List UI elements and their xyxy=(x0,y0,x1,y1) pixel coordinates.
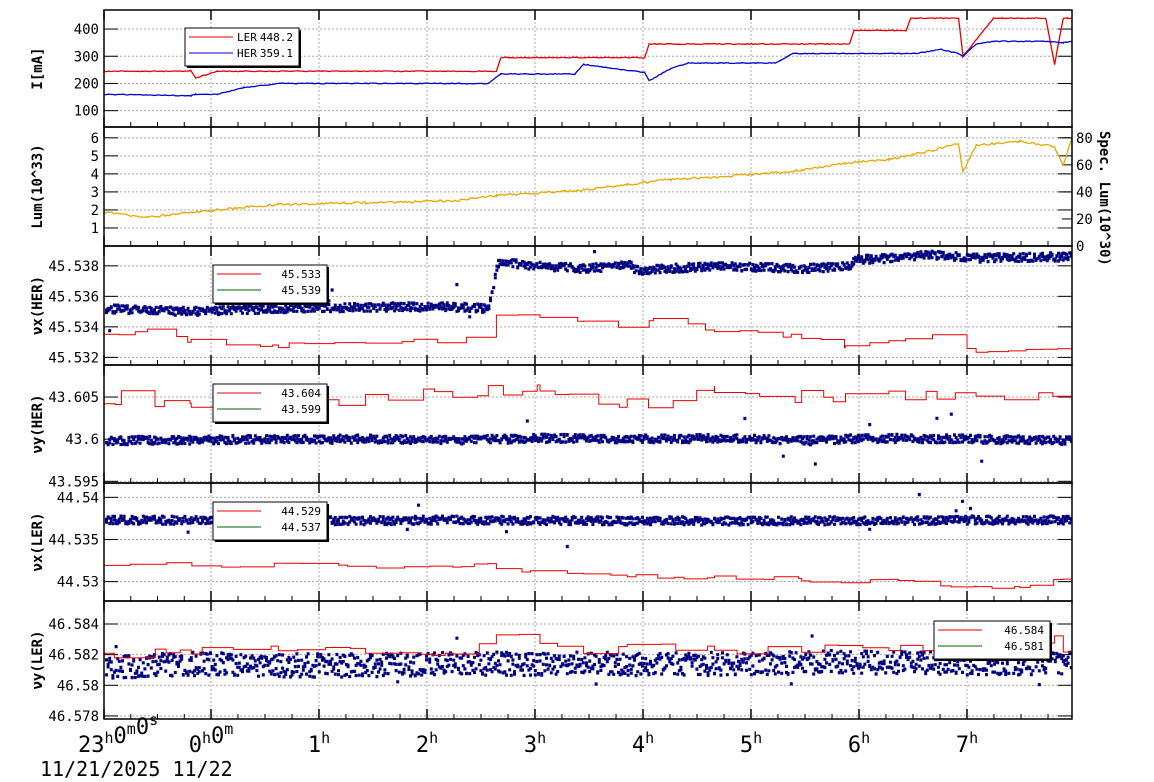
y-tick-label: 2 xyxy=(91,203,99,219)
legend-box xyxy=(184,27,300,67)
x-tick-label: 0h0m xyxy=(189,720,234,758)
tune-points xyxy=(105,249,1072,333)
y2-tick-label: 20 xyxy=(1076,212,1093,228)
x-tick-label: 7h xyxy=(956,729,978,758)
y-tick-label: 3 xyxy=(91,185,99,201)
series-line-Lum xyxy=(104,138,1072,219)
x-date-label: 11/21/2025 11/22 xyxy=(40,757,233,781)
legend-value: 43.604 xyxy=(281,387,321,400)
y2-tick-label: 60 xyxy=(1076,158,1093,174)
legend-value: 46.581 xyxy=(1004,640,1044,653)
y-axis-label: νy(HER) xyxy=(30,394,46,453)
legend-value: 44.537 xyxy=(281,521,321,534)
legend-value: 359.1 xyxy=(260,47,293,60)
legend-box xyxy=(212,264,328,304)
y-tick-label: 6 xyxy=(91,131,99,147)
y-tick-label: 100 xyxy=(74,104,99,120)
y-tick-label: 46.582 xyxy=(48,648,99,664)
legend-value: 448.2 xyxy=(260,31,293,44)
y-tick-label: 45.536 xyxy=(48,289,99,305)
y-tick-label: 200 xyxy=(74,76,99,92)
y2-axis-label: Spec. Lum(10^30) xyxy=(1096,131,1112,266)
y-tick-label: 46.58 xyxy=(57,678,99,694)
x-tick-label: 1h xyxy=(308,729,330,758)
y-tick-label: 5 xyxy=(91,149,99,165)
legend: 43.604 43.599 xyxy=(212,383,329,424)
y-axis-label: I[mA] xyxy=(30,47,46,89)
y-tick-label: 46.578 xyxy=(48,709,99,725)
legend: 45.533 45.539 xyxy=(212,264,329,305)
step-line xyxy=(104,562,1072,589)
y-tick-label: 300 xyxy=(74,49,99,65)
legend: 46.584 46.581 xyxy=(933,620,1052,661)
y-tick-label: 44.535 xyxy=(48,532,99,548)
y-tick-label: 46.584 xyxy=(48,617,99,633)
series-line-HER xyxy=(104,40,1072,97)
y-tick-label: 400 xyxy=(74,22,99,38)
series-line-LER xyxy=(104,17,1072,80)
step-line xyxy=(104,633,1072,659)
legend-value: 45.539 xyxy=(281,284,321,297)
panel-5: 44.53 44.535 44.54 νx(LER) 44.529 44.537 xyxy=(30,482,1073,602)
panel-frame xyxy=(103,600,1073,720)
y-tick-label: 44.54 xyxy=(57,490,99,506)
x-tick-label: 3h xyxy=(524,729,546,758)
step-line xyxy=(104,314,1072,353)
y-tick-label: 4 xyxy=(91,167,99,183)
legend-box xyxy=(933,620,1051,660)
y-tick-label: 44.53 xyxy=(57,575,99,591)
tune-points xyxy=(105,634,1072,687)
legend-value: 46.584 xyxy=(1004,624,1044,637)
legend-box xyxy=(212,501,328,541)
legend: 44.529 44.537 xyxy=(212,501,329,542)
y-tick-label: 45.538 xyxy=(48,259,99,275)
y2-tick-label: 80 xyxy=(1076,131,1093,147)
y-tick-label: 45.534 xyxy=(48,320,99,336)
x-tick-label: 2h xyxy=(416,729,438,758)
legend-name: LER xyxy=(237,31,257,44)
y2-tick-label: 40 xyxy=(1076,185,1093,201)
y-tick-label: 43.6 xyxy=(65,432,99,448)
panel-3: 45.53245.53445.53645.538νx(HER)45.53345.… xyxy=(30,245,1073,366)
legend-value: 45.533 xyxy=(281,268,321,281)
tune-points xyxy=(105,412,1072,466)
y-axis-label: νx(HER) xyxy=(30,276,46,335)
y-tick-label: 43.605 xyxy=(48,390,99,406)
legend-name: HER xyxy=(237,47,257,60)
y-tick-label: 43.595 xyxy=(48,474,99,490)
y-tick-label: 1 xyxy=(91,221,99,237)
x-tick-label: 23h0m0s xyxy=(78,711,158,758)
x-tick-label: 4h xyxy=(632,729,654,758)
x-tick-label: 6h xyxy=(848,729,870,758)
y2-tick-label: 0 xyxy=(1076,239,1084,255)
x-tick-label: 5h xyxy=(740,729,762,758)
legend-value: 44.529 xyxy=(281,505,321,518)
tune-points xyxy=(105,493,1072,549)
legend-box xyxy=(212,383,328,423)
legend-value: 43.599 xyxy=(281,403,321,416)
y-axis-label: Lum(10^33) xyxy=(30,144,46,228)
y-tick-label: 45.532 xyxy=(48,350,99,366)
y-axis-label: νy(LER) xyxy=(30,630,46,689)
y-axis-label: νx(LER) xyxy=(30,512,46,571)
